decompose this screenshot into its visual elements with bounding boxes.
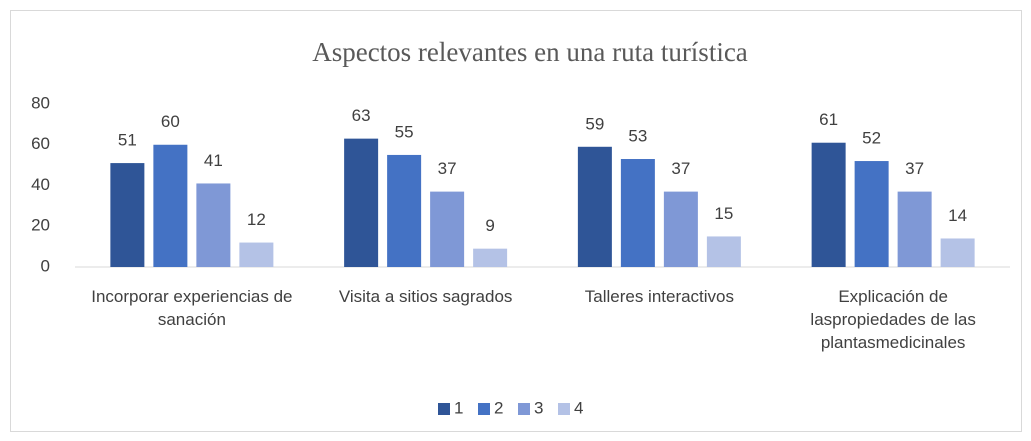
legend-swatch xyxy=(558,403,570,415)
legend-swatch xyxy=(518,403,530,415)
data-label: 37 xyxy=(905,159,924,178)
data-label: 63 xyxy=(352,106,371,125)
data-label: 37 xyxy=(671,159,690,178)
legend-swatch xyxy=(438,403,450,415)
bar xyxy=(387,154,422,267)
data-label: 37 xyxy=(438,159,457,178)
data-label: 14 xyxy=(948,206,967,225)
legend-label: 3 xyxy=(534,398,543,417)
bar xyxy=(663,191,698,267)
bar xyxy=(153,144,188,267)
y-tick-label: 40 xyxy=(31,175,50,194)
data-label: 52 xyxy=(862,129,881,148)
bar xyxy=(239,242,274,267)
legend-swatch xyxy=(478,403,490,415)
data-label: 60 xyxy=(161,112,180,131)
x-tick-label: Explicación de laspropiedades de las pla… xyxy=(810,287,976,352)
data-label: 59 xyxy=(585,114,604,133)
bar xyxy=(196,183,231,267)
bar xyxy=(577,146,612,267)
bar xyxy=(344,138,379,267)
bar xyxy=(897,191,932,267)
x-tick-label: Incorporar experiencias de sanación xyxy=(91,287,293,329)
bar xyxy=(940,238,975,267)
data-label: 41 xyxy=(204,151,223,170)
y-tick-label: 60 xyxy=(31,134,50,153)
legend-label: 4 xyxy=(574,398,583,417)
y-tick-label: 0 xyxy=(41,256,50,275)
bar xyxy=(854,161,889,267)
bar xyxy=(811,142,846,267)
data-label: 51 xyxy=(118,131,137,150)
data-label: 55 xyxy=(395,122,414,141)
legend-label: 2 xyxy=(494,398,503,417)
y-tick-label: 80 xyxy=(31,93,50,112)
bar xyxy=(430,191,465,267)
chart-title: Aspectos relevantes en una ruta turístic… xyxy=(312,37,748,67)
y-tick-label: 20 xyxy=(31,216,50,235)
bar xyxy=(110,163,145,267)
data-label: 15 xyxy=(714,204,733,223)
data-label: 12 xyxy=(247,210,266,229)
x-tick-label: Talleres interactivos xyxy=(584,287,735,306)
x-tick-label: Visita a sitios sagrados xyxy=(338,287,513,306)
data-label: 53 xyxy=(628,126,647,145)
data-label: 61 xyxy=(819,110,838,129)
bar xyxy=(706,236,741,267)
data-label: 9 xyxy=(485,216,494,235)
bar xyxy=(620,159,655,267)
bar xyxy=(473,248,508,267)
legend-label: 1 xyxy=(454,398,463,417)
